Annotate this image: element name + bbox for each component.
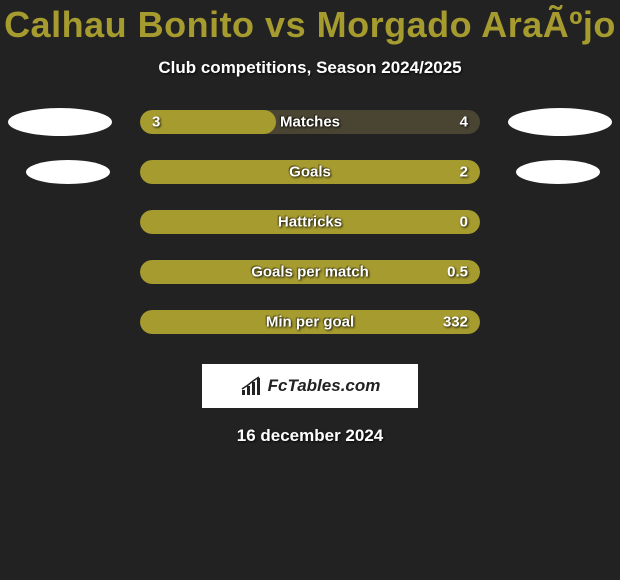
bar-fill: [140, 110, 276, 134]
bar-container: Goals 2: [140, 160, 480, 184]
comparison-widget: Calhau Bonito vs Morgado AraÃºjo Club co…: [0, 0, 620, 446]
bar-container: 3 Matches 4: [140, 110, 480, 134]
stat-row-goals: Goals 2: [20, 158, 600, 186]
brand-text: FcTables.com: [268, 376, 381, 396]
date-text: 16 december 2024: [0, 426, 620, 446]
bar-container: Goals per match 0.5: [140, 260, 480, 284]
player-badge-left: [8, 108, 112, 136]
stat-value-right: 2: [460, 164, 468, 181]
chart-icon: [240, 376, 264, 396]
bar-container: Hattricks 0: [140, 210, 480, 234]
stats-area: 3 Matches 4 Goals 2 Hattricks 0: [0, 108, 620, 336]
stat-row-min-per-goal: Min per goal 332: [20, 308, 600, 336]
stat-value-left: 3: [152, 114, 160, 131]
stat-label: Hattricks: [278, 214, 342, 231]
stat-value-right: 0: [460, 214, 468, 231]
player-badge-right: [516, 160, 600, 184]
stat-value-right: 4: [460, 114, 468, 131]
stat-row-matches: 3 Matches 4: [20, 108, 600, 136]
player-badge-left: [26, 160, 110, 184]
comparison-subtitle: Club competitions, Season 2024/2025: [0, 58, 620, 78]
player-badge-right: [508, 108, 612, 136]
stat-value-right: 0.5: [447, 264, 468, 281]
stat-label: Matches: [280, 114, 340, 131]
stat-row-goals-per-match: Goals per match 0.5: [20, 258, 600, 286]
brand-box[interactable]: FcTables.com: [202, 364, 418, 408]
bar-container: Min per goal 332: [140, 310, 480, 334]
stat-value-right: 332: [443, 314, 468, 331]
stat-label: Goals per match: [251, 264, 369, 281]
comparison-title: Calhau Bonito vs Morgado AraÃºjo: [0, 4, 620, 46]
stat-label: Goals: [289, 164, 331, 181]
stat-row-hattricks: Hattricks 0: [20, 208, 600, 236]
stat-label: Min per goal: [266, 314, 354, 331]
